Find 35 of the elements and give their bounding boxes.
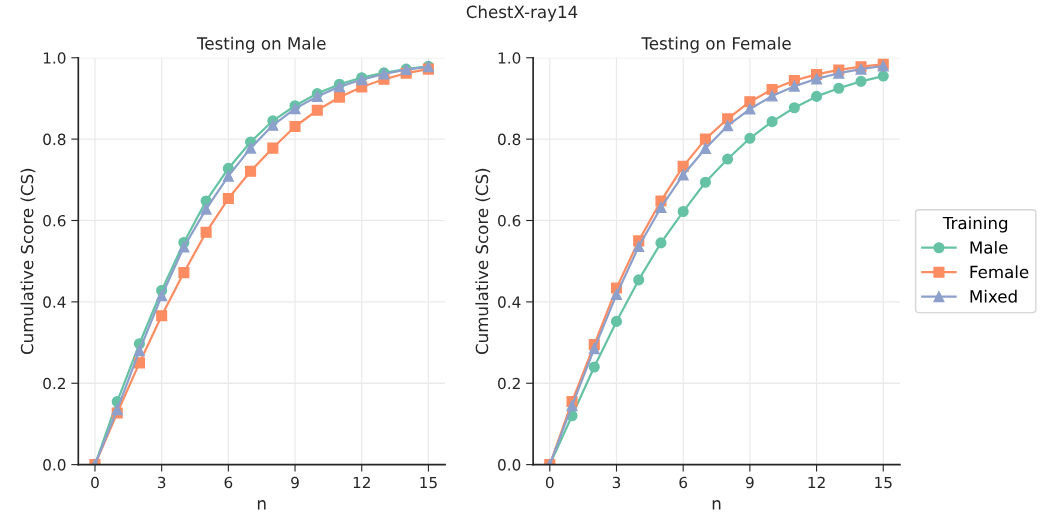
x-tick-label: 6 bbox=[679, 476, 688, 489]
y-tick-label: 0.0 bbox=[43, 459, 66, 471]
x-tick-label: 0 bbox=[91, 476, 99, 489]
x-tick-label: 3 bbox=[612, 476, 621, 489]
legend-title: Training bbox=[942, 216, 1008, 233]
legend-label: Mixed bbox=[970, 289, 1017, 303]
y-tick-label: 0.0 bbox=[498, 459, 521, 471]
x-tick-label: 15 bbox=[875, 476, 892, 489]
x-axis-title: n bbox=[257, 500, 266, 510]
y-axis-title: Cumulative Score (CS) bbox=[475, 168, 491, 355]
chart-title: Testing on Female bbox=[641, 36, 791, 53]
y-tick-label: 0.8 bbox=[43, 133, 66, 146]
chart-title: Testing on Male bbox=[196, 36, 326, 53]
y-tick-label: 0.2 bbox=[43, 377, 65, 390]
y-tick-label: 1.0 bbox=[498, 52, 521, 64]
y-tick-label: 1.0 bbox=[43, 52, 66, 64]
x-tick-label: 9 bbox=[291, 476, 299, 489]
y-axis-title: Cumulative Score (CS) bbox=[20, 168, 36, 355]
text: ChestX-ray14 bbox=[466, 5, 578, 22]
y-tick-label: 0.4 bbox=[498, 296, 521, 308]
y-tick-label: 0.2 bbox=[498, 377, 520, 390]
y-tick-label: 0.6 bbox=[498, 214, 521, 227]
x-tick-label: 9 bbox=[745, 476, 754, 489]
y-tick-label: 0.6 bbox=[43, 214, 66, 227]
x-tick-label: 15 bbox=[420, 476, 437, 489]
y-tick-label: 0.4 bbox=[43, 296, 66, 308]
x-tick-label: 12 bbox=[808, 476, 825, 489]
legend-label: Female bbox=[970, 265, 1029, 279]
x-tick-label: 3 bbox=[157, 476, 166, 489]
x-tick-label: 12 bbox=[353, 476, 370, 489]
y-tick-label: 0.8 bbox=[498, 133, 521, 146]
x-tick-label: 0 bbox=[545, 476, 554, 489]
x-axis-title: n bbox=[712, 500, 721, 510]
legend-label: Male bbox=[970, 240, 1008, 254]
x-tick-label: 6 bbox=[224, 476, 233, 489]
